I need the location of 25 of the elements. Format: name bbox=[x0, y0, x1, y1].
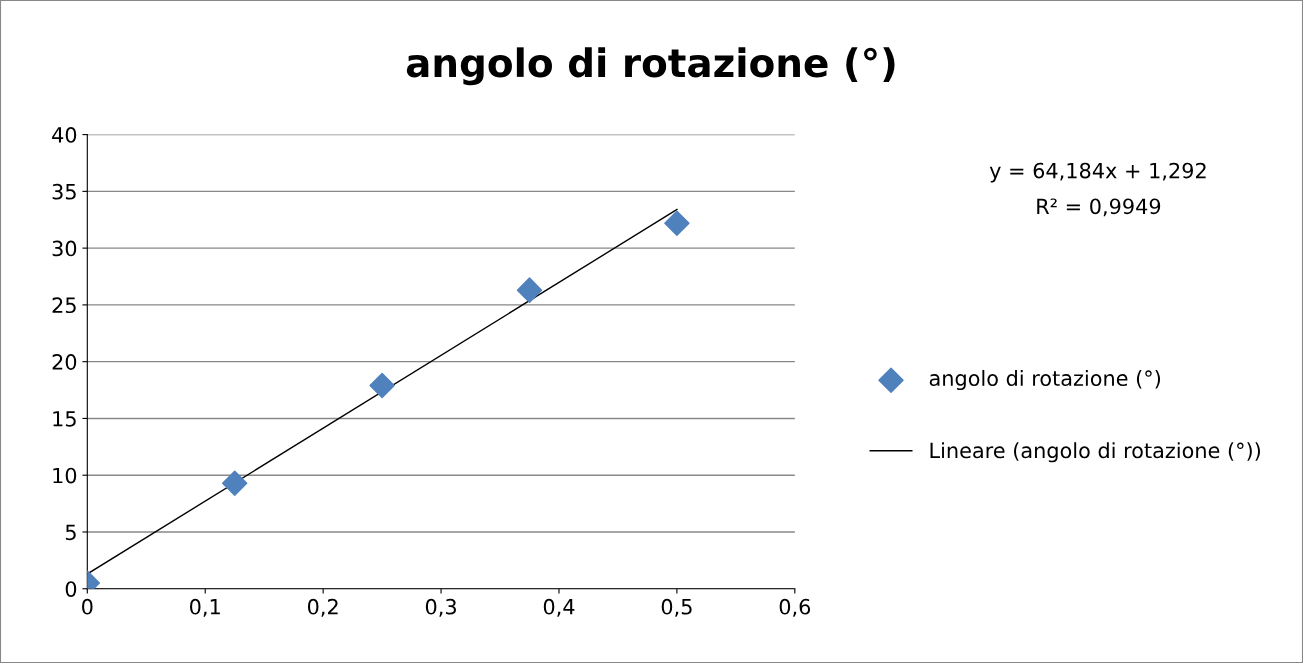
point bbox=[664, 210, 690, 236]
y-tick-label: 40 bbox=[52, 127, 77, 143]
legend-label: Lineare (angolo di rotazione (°)) bbox=[930, 442, 1260, 463]
x-tick-label: 0,3 bbox=[425, 598, 456, 617]
x-tick-label: 0,6 bbox=[779, 598, 811, 617]
point bbox=[221, 470, 248, 496]
chart-title: angolo di rotazione (°) bbox=[406, 47, 895, 86]
point bbox=[516, 277, 543, 303]
y-tick-label: 25 bbox=[52, 297, 76, 314]
text: y = 64,184x + 1,292 bbox=[989, 162, 1206, 183]
y-tick-label: 5 bbox=[65, 524, 76, 541]
x-tick-label: 0 bbox=[82, 598, 93, 615]
y-tick-label: 15 bbox=[53, 411, 76, 427]
point bbox=[369, 372, 395, 399]
x-tick-label: 0,5 bbox=[661, 598, 692, 617]
x-tick-label: 0,4 bbox=[543, 598, 575, 617]
text: R² = 0,9949 bbox=[1037, 198, 1161, 217]
y-tick-label: 0 bbox=[65, 581, 77, 597]
y-tick-label: 10 bbox=[53, 467, 77, 484]
x-tick-label: 0,1 bbox=[190, 598, 220, 617]
x-tick-label: 0,2 bbox=[307, 598, 338, 617]
y-tick-label: 30 bbox=[52, 240, 77, 257]
y-tick-label: 20 bbox=[52, 354, 77, 370]
legend-label: angolo di rotazione (°) bbox=[929, 369, 1161, 391]
y-tick-label: 35 bbox=[52, 183, 76, 200]
